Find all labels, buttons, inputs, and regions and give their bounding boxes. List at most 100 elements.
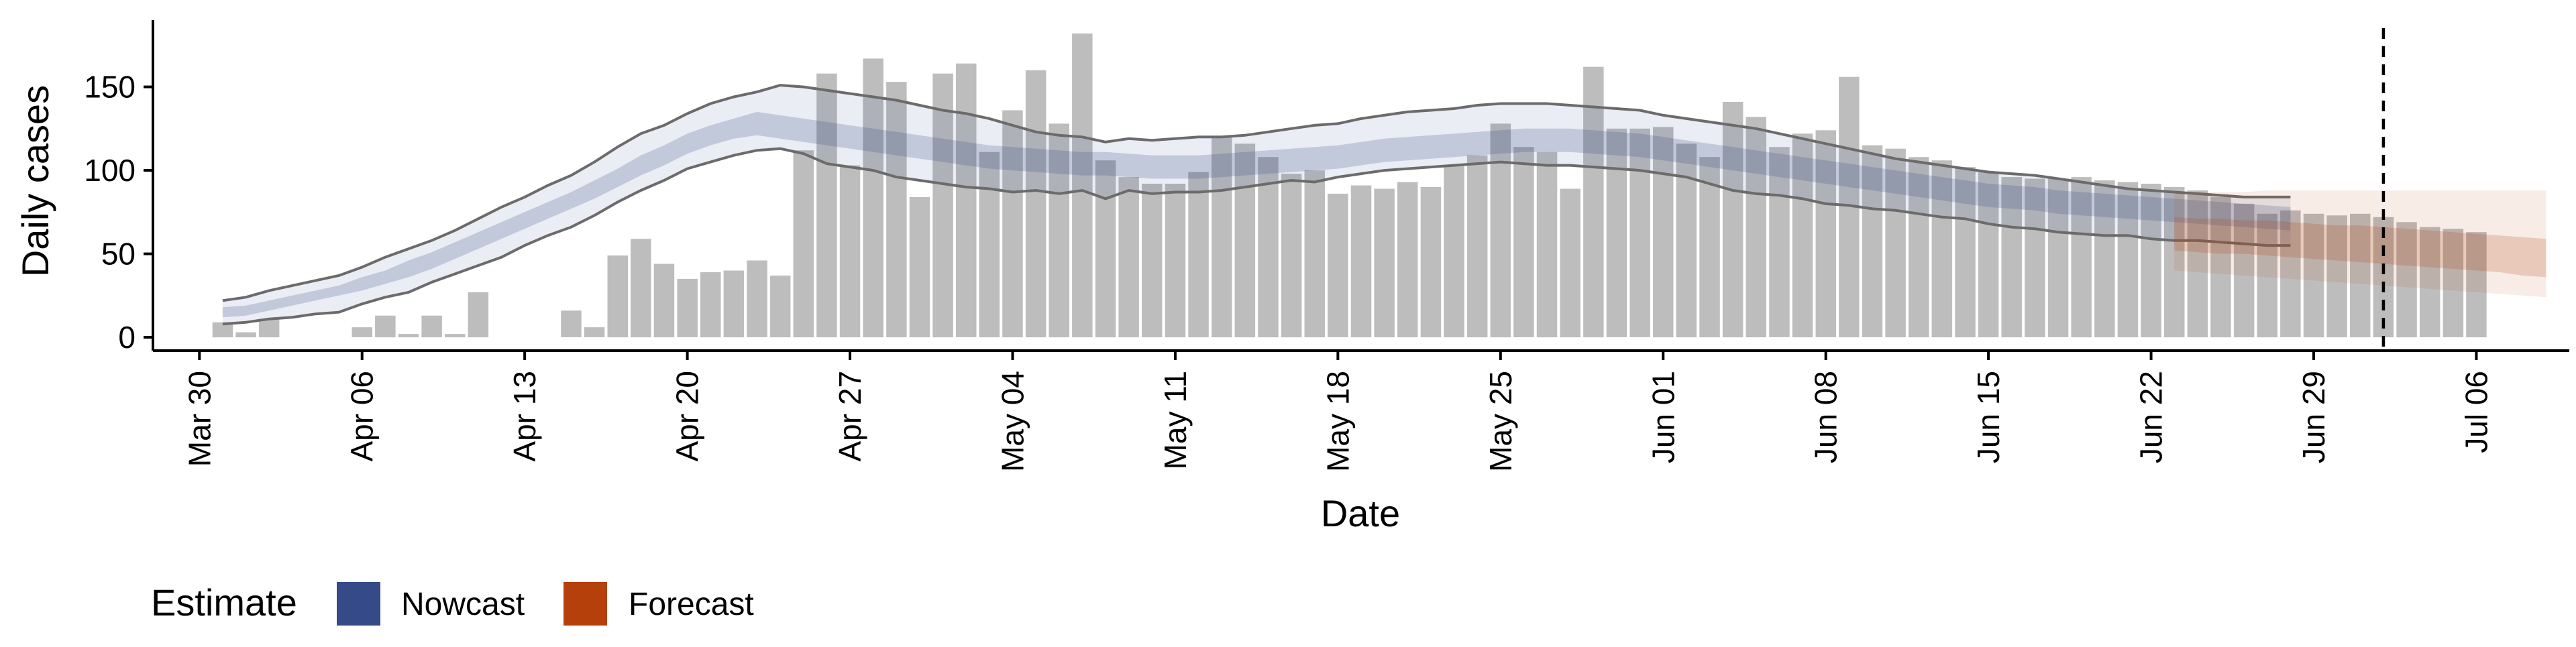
case-bar	[1397, 182, 1418, 338]
case-bar	[863, 58, 883, 338]
case-bar	[421, 315, 442, 338]
case-bar	[258, 318, 280, 338]
case-bar	[2420, 227, 2440, 337]
case-bar	[747, 260, 767, 337]
case-bar	[979, 152, 1000, 338]
case-bar	[1490, 123, 1511, 338]
y-tick-label: 100	[84, 153, 136, 188]
case-bar	[2141, 184, 2161, 338]
nowcast-outer-band	[222, 85, 2291, 325]
x-tick-label: Jun 01	[1646, 371, 1680, 463]
case-bar	[1606, 128, 1627, 338]
legend-swatch-forecast	[564, 582, 607, 626]
case-bar	[1815, 130, 1836, 338]
nowcast-upper-outline	[222, 84, 2291, 302]
case-bar	[398, 334, 419, 338]
case-bar	[375, 315, 396, 338]
x-tick-label: Apr 27	[833, 371, 867, 462]
case-bar	[1909, 157, 1929, 338]
case-bar	[2396, 222, 2417, 338]
case-bar	[2094, 180, 2115, 338]
case-bar	[2164, 187, 2185, 338]
case-bar	[2187, 190, 2208, 338]
case-bar	[723, 270, 745, 338]
case-bar	[1629, 128, 1650, 338]
x-tick-label: Mar 30	[182, 371, 217, 467]
case-bar	[816, 73, 837, 338]
y-tick-label: 150	[84, 70, 136, 105]
case-bar	[1049, 123, 1069, 338]
x-tick-label: Jun 29	[2296, 371, 2331, 463]
case-bar	[1025, 70, 1046, 338]
case-bar	[886, 82, 907, 338]
nowcast-lower-outline	[222, 147, 2291, 326]
case-bar	[1212, 137, 1232, 338]
x-tick-label: May 11	[1158, 371, 1193, 469]
case-bar	[2443, 229, 2464, 337]
legend-title: Estimate	[151, 581, 297, 624]
case-bar	[1955, 167, 1976, 338]
case-bar	[839, 165, 861, 338]
case-bar	[1188, 172, 1209, 338]
x-axis-title: Date	[1321, 492, 1400, 534]
legend-label-nowcast: Nowcast	[401, 587, 525, 622]
case-bar	[212, 322, 233, 338]
forecast-outer-band	[2174, 190, 2546, 298]
x-tick-label: May 18	[1320, 371, 1355, 472]
case-bar	[1792, 133, 1813, 338]
case-bar	[1095, 160, 1116, 338]
x-tick-label: Apr 06	[345, 371, 380, 462]
case-bar	[2466, 232, 2487, 338]
case-bar	[1931, 160, 1953, 338]
legend-label-forecast: Forecast	[629, 587, 754, 622]
nowcast-inner-band	[222, 111, 2291, 318]
observed-bars-group	[212, 33, 2487, 338]
case-bar	[2025, 178, 2045, 337]
case-bar	[2071, 177, 2092, 338]
case-bar	[584, 327, 605, 337]
case-bar	[1072, 33, 1093, 338]
case-bar	[956, 63, 977, 337]
case-bar	[1258, 157, 1279, 338]
case-bar	[1374, 188, 1395, 338]
case-bar	[445, 334, 466, 338]
case-bar	[1466, 155, 1488, 338]
case-bar	[1653, 127, 1674, 338]
case-bar	[2257, 213, 2277, 338]
case-bar	[1420, 187, 1442, 338]
y-axis-title: Daily cases	[14, 85, 56, 277]
x-tick-label: Apr 20	[670, 371, 705, 462]
case-bar	[1002, 110, 1023, 338]
case-bar	[607, 255, 628, 338]
case-bar	[1165, 184, 1186, 338]
case-bar	[2210, 196, 2231, 338]
case-bar	[2303, 213, 2324, 338]
case-bar	[1444, 165, 1464, 338]
x-tick-label: May 04	[996, 371, 1030, 472]
case-bar	[2233, 203, 2255, 338]
case-bar	[1769, 147, 1790, 337]
case-bar	[932, 73, 953, 338]
forecast-inner-band	[2174, 217, 2546, 278]
case-bar	[1234, 143, 1256, 338]
case-bar	[468, 292, 489, 338]
case-bar	[1560, 188, 1580, 338]
case-bar	[1350, 185, 1372, 338]
case-bar	[909, 196, 930, 338]
case-bar	[1513, 147, 1534, 337]
x-tick-label: Jun 15	[1971, 371, 2006, 463]
case-bar	[677, 278, 698, 337]
case-bar	[1978, 172, 1999, 338]
y-tick-label: 0	[118, 320, 136, 355]
case-bar	[793, 150, 814, 338]
case-bar	[2350, 213, 2371, 338]
case-bar	[2047, 178, 2069, 337]
case-bar	[1118, 177, 1139, 338]
case-bar	[1536, 152, 1558, 338]
case-bar	[352, 327, 372, 337]
case-bar	[561, 310, 582, 337]
case-bar	[1281, 174, 1302, 338]
case-bar	[1885, 148, 1906, 338]
